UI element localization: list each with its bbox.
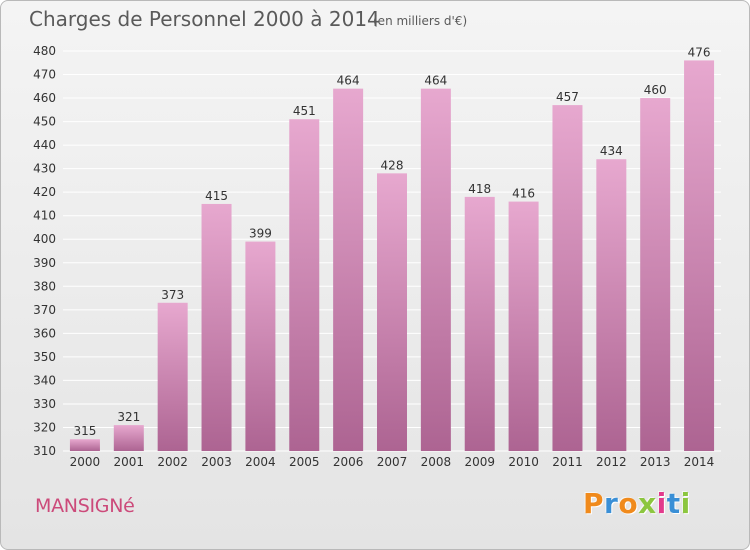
data-label: 315 bbox=[73, 424, 96, 438]
y-tick-label: 410 bbox=[33, 209, 56, 223]
data-label: 464 bbox=[337, 74, 360, 88]
bar-2012 bbox=[596, 159, 627, 451]
x-tick-label: 2004 bbox=[245, 455, 276, 469]
data-label: 321 bbox=[117, 410, 140, 424]
bar-2008 bbox=[420, 88, 451, 451]
chart-title: Charges de Personnel 2000 à 2014 bbox=[29, 7, 380, 31]
bar-2004 bbox=[245, 241, 276, 451]
logo-letter: r bbox=[604, 487, 619, 520]
y-tick-label: 420 bbox=[33, 185, 56, 199]
chart-subtitle: (en milliers d'€) bbox=[373, 14, 468, 28]
x-tick-label: 2011 bbox=[552, 455, 583, 469]
data-label: 418 bbox=[468, 182, 491, 196]
bar-2009 bbox=[464, 196, 495, 451]
y-tick-label: 430 bbox=[33, 162, 56, 176]
y-tick-label: 380 bbox=[33, 279, 56, 293]
bar-2013 bbox=[640, 98, 671, 451]
data-label: 434 bbox=[600, 144, 623, 158]
bar-2011 bbox=[552, 105, 583, 451]
logo-letter: i bbox=[656, 487, 667, 520]
data-label: 451 bbox=[293, 104, 316, 118]
y-tick-label: 440 bbox=[33, 138, 56, 152]
y-tick-label: 330 bbox=[33, 397, 56, 411]
bar-2000 bbox=[69, 439, 100, 451]
x-tick-label: 2006 bbox=[333, 455, 364, 469]
logo-letter: o bbox=[618, 487, 639, 520]
bar-2001 bbox=[113, 425, 144, 451]
bars bbox=[69, 60, 715, 451]
data-label: 457 bbox=[556, 90, 579, 104]
y-tick-label: 310 bbox=[33, 444, 56, 458]
data-label: 460 bbox=[644, 83, 667, 97]
x-tick-label: 2013 bbox=[640, 455, 671, 469]
y-tick-label: 370 bbox=[33, 303, 56, 317]
bar-2007 bbox=[377, 173, 407, 451]
y-tick-label: 360 bbox=[33, 326, 56, 340]
data-label: 476 bbox=[688, 45, 711, 59]
bar-2010 bbox=[508, 201, 539, 451]
logo-letter: t bbox=[666, 487, 681, 520]
x-axis-tick-labels: 2000 2001 2002 2003 2004 2005 2006 2007 2008 2009… bbox=[70, 455, 715, 469]
y-tick-label: 470 bbox=[33, 68, 56, 82]
x-tick-label: 2001 bbox=[114, 455, 145, 469]
data-label: 373 bbox=[161, 288, 184, 302]
data-label: 399 bbox=[249, 227, 272, 241]
x-tick-label: 2005 bbox=[289, 455, 320, 469]
x-tick-label: 2003 bbox=[201, 455, 232, 469]
logo-letter: x bbox=[638, 487, 657, 520]
data-label: 416 bbox=[512, 187, 535, 201]
data-labels: 315 321 373 415 399 451 464 428 464 418 416 457 434 4… bbox=[73, 45, 710, 438]
y-tick-label: 320 bbox=[33, 420, 56, 434]
x-tick-label: 2000 bbox=[70, 455, 101, 469]
x-tick-label: 2008 bbox=[421, 455, 452, 469]
bar-2006 bbox=[333, 88, 364, 451]
x-tick-label: 2009 bbox=[464, 455, 495, 469]
bar-2003 bbox=[201, 203, 232, 451]
proxiti-logo[interactable]: Proxiti bbox=[583, 487, 691, 520]
logo-letter: P bbox=[583, 487, 605, 520]
y-tick-label: 450 bbox=[33, 115, 56, 129]
x-tick-label: 2012 bbox=[596, 455, 627, 469]
data-label: 464 bbox=[424, 74, 447, 88]
data-label: 428 bbox=[381, 158, 404, 172]
y-axis-tick-labels: 310 320 330 340 350 360 370 380 390 400 410 420 430 4… bbox=[33, 44, 56, 458]
logo-letter: i bbox=[680, 487, 691, 520]
x-tick-label: 2014 bbox=[684, 455, 715, 469]
y-tick-label: 400 bbox=[33, 232, 56, 246]
y-tick-label: 340 bbox=[33, 373, 56, 387]
y-tick-label: 390 bbox=[33, 256, 56, 270]
y-tick-label: 350 bbox=[33, 350, 56, 364]
x-tick-label: 2010 bbox=[508, 455, 539, 469]
y-tick-label: 480 bbox=[33, 44, 56, 58]
commune-name: MANSIGNé bbox=[35, 495, 135, 517]
y-tick-label: 460 bbox=[33, 91, 56, 105]
x-tick-label: 2007 bbox=[377, 455, 408, 469]
bar-2002 bbox=[157, 302, 188, 451]
x-tick-label: 2002 bbox=[157, 455, 188, 469]
bar-2005 bbox=[289, 119, 320, 451]
data-label: 415 bbox=[205, 189, 228, 203]
bar-2014 bbox=[684, 60, 715, 451]
